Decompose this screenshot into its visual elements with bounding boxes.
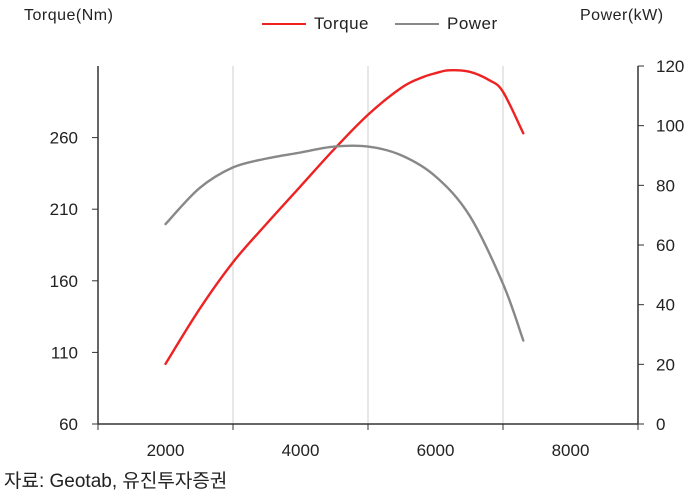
right-y-tick-label: 0 <box>656 415 665 434</box>
right-y-tick-label: 20 <box>656 355 675 374</box>
legend-label-torque: Torque <box>314 14 369 33</box>
right-y-tick-label: 100 <box>656 117 684 136</box>
legend-swatch-torque <box>262 23 306 25</box>
chart-legend: Torque Power <box>262 14 524 34</box>
right-axis-title: Power(kW) <box>580 7 664 24</box>
legend-swatch-power <box>394 23 439 25</box>
legend-label-power: Power <box>446 14 498 33</box>
left-y-tick-label: 110 <box>51 343 78 362</box>
x-tick-label: 6000 <box>417 441 455 460</box>
left-y-tick-label: 210 <box>50 200 78 219</box>
series-line-torque <box>164 69 525 366</box>
left-y-tick-label: 260 <box>50 129 78 148</box>
series-line-power <box>164 144 525 342</box>
x-tick-label: 2000 <box>147 441 185 460</box>
left-y-tick-label: 60 <box>59 415 78 434</box>
legend-item-power: Power <box>394 14 498 34</box>
x-tick-label: 8000 <box>552 441 590 460</box>
left-axis-title: Torque(Nm) <box>24 7 114 24</box>
right-y-tick-label: 80 <box>656 176 675 195</box>
source-note: 자료: Geotab, 유진투자증권 <box>4 471 228 492</box>
right-y-tick-label: 40 <box>656 296 675 315</box>
x-tick-label: 4000 <box>282 441 320 460</box>
left-y-tick-label: 160 <box>50 272 78 291</box>
legend-item-torque: Torque <box>262 14 369 34</box>
right-y-tick-label: 120 <box>656 57 684 76</box>
right-y-tick-label: 60 <box>656 236 675 255</box>
